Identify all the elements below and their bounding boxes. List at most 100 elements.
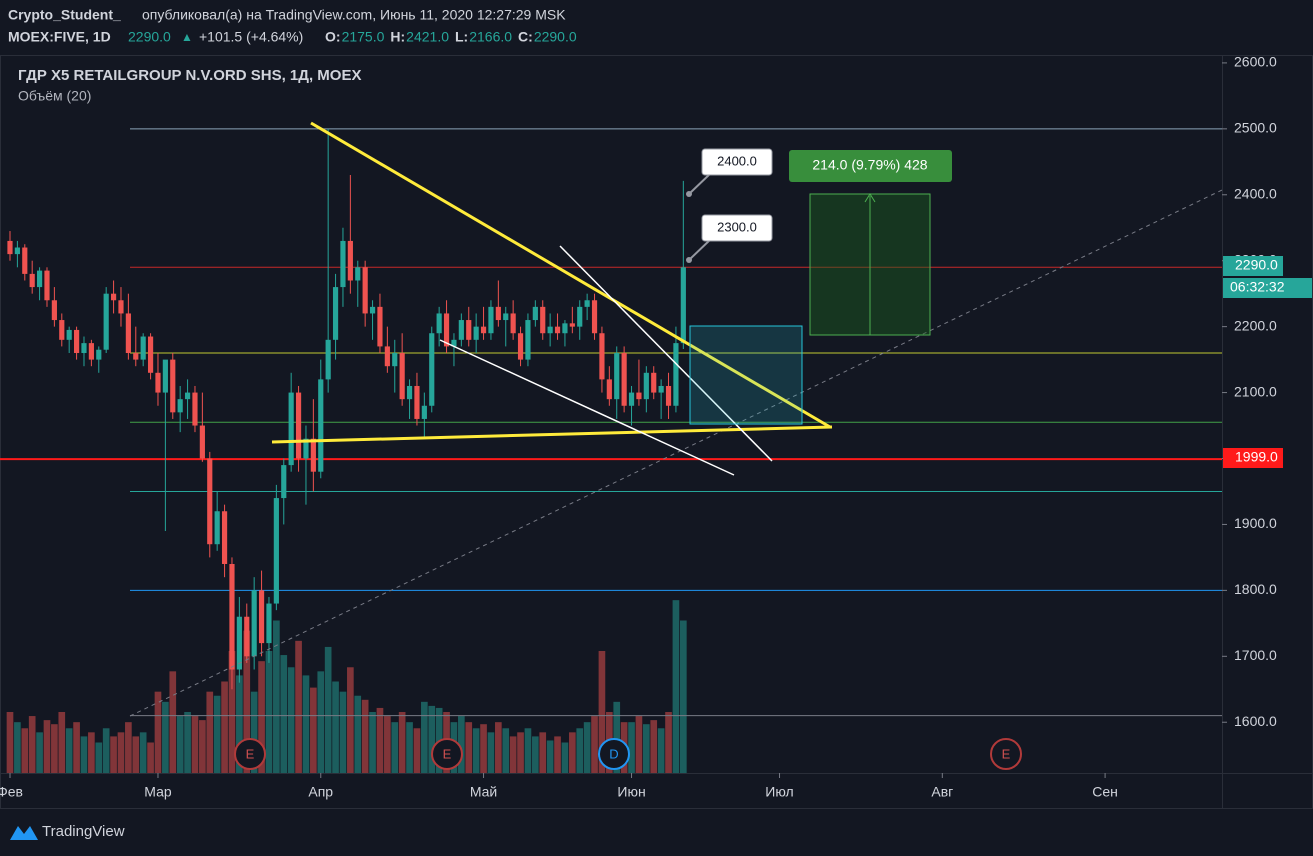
event-marker <box>990 738 1022 770</box>
candle-body <box>51 300 57 321</box>
candle-body <box>443 313 450 347</box>
candle-body <box>273 498 279 604</box>
volume-bar <box>583 722 591 773</box>
volume-bar <box>88 732 95 773</box>
volume-bar <box>665 712 672 773</box>
candle-body <box>244 616 250 657</box>
callout-leader <box>688 171 713 195</box>
callout-dot <box>686 257 692 263</box>
yellow-trend-lower <box>271 425 833 444</box>
volume-bar <box>80 736 88 773</box>
volume-bar <box>243 630 251 773</box>
volume-bar <box>95 742 103 773</box>
candle-body <box>332 287 339 340</box>
candle-body <box>540 306 546 334</box>
ohlc-key: O: <box>325 29 341 45</box>
volume-bar <box>14 722 21 773</box>
volume-bar <box>532 736 539 773</box>
volume-bar <box>406 722 413 773</box>
volume-bar <box>295 640 302 773</box>
candle-body <box>651 372 657 393</box>
volume-bar <box>495 722 502 773</box>
ohlc-value: 2421.0 <box>406 29 449 45</box>
candle-body <box>310 438 316 472</box>
support-badge: 1999.0 <box>1235 449 1278 465</box>
candle-body <box>214 511 220 545</box>
candle-body <box>362 267 368 314</box>
ohlc-value: 2166.0 <box>469 29 512 45</box>
volume-bar <box>317 671 325 773</box>
candle-body <box>606 379 612 400</box>
y-tick-label: 2200.0 <box>1234 317 1277 333</box>
event-marker <box>598 738 630 770</box>
volume-bar <box>517 732 524 773</box>
volume-bar <box>213 695 221 773</box>
volume-bar <box>65 728 73 773</box>
candle-body <box>340 240 346 288</box>
volume-bar <box>546 740 554 773</box>
candle-body <box>14 247 20 255</box>
candle-body <box>288 392 294 466</box>
yellow-trend-upper <box>310 121 831 429</box>
volume-bar <box>117 732 125 773</box>
candle-body <box>59 320 65 340</box>
candle-body <box>377 306 383 347</box>
candle-body <box>147 336 154 373</box>
x-tick-label: Май <box>470 784 497 800</box>
ohlc-value: 2290.0 <box>534 29 577 45</box>
candle-body <box>451 339 457 347</box>
volume-bar <box>347 667 354 773</box>
candle-body <box>347 240 353 281</box>
x-tick-label: Авг <box>931 784 953 800</box>
candle-body <box>495 306 501 321</box>
volume-bar <box>391 722 399 773</box>
volume-bar <box>184 712 191 773</box>
volume-bar <box>561 742 569 773</box>
y-tick-label: 1900.0 <box>1234 515 1277 531</box>
callout-box <box>701 148 773 176</box>
event-label: E <box>1002 746 1011 761</box>
ohlc-value: 2175.0 <box>342 29 385 45</box>
volume-bar <box>539 732 547 773</box>
candle-body <box>66 329 72 340</box>
candle-body <box>236 616 242 670</box>
volume-bar <box>58 712 66 773</box>
candle-body <box>429 333 435 406</box>
candle-body <box>192 392 198 426</box>
volume-bar <box>384 716 391 773</box>
candle-body <box>207 458 213 545</box>
candle-body <box>133 353 139 360</box>
candle-body <box>488 306 494 334</box>
volume-bar <box>221 681 228 773</box>
event-label: E <box>246 746 255 761</box>
volume-bar <box>228 651 236 773</box>
candle-body <box>399 353 405 400</box>
volume-bar <box>6 712 14 773</box>
volume-bar <box>465 722 473 773</box>
volume-bar <box>502 728 510 773</box>
y-tick-label: 2400.0 <box>1234 185 1277 201</box>
volume-bar <box>524 728 532 773</box>
volume-bar <box>21 728 29 773</box>
callout-low: 2300.0 <box>717 219 757 234</box>
target-label-bg <box>789 150 952 182</box>
y-tick-label: 2100.0 <box>1234 383 1277 399</box>
volume-bar <box>280 655 288 773</box>
volume-bar <box>643 724 650 773</box>
candle-body <box>36 270 43 288</box>
volume-bar <box>598 651 606 773</box>
volume-bar <box>236 675 243 773</box>
volume-bar <box>110 736 117 773</box>
volume-bar <box>132 736 140 773</box>
candle-body <box>466 320 472 340</box>
candle-body <box>473 326 479 340</box>
volume-bar <box>487 732 495 773</box>
volume-bar <box>258 661 265 773</box>
logo <box>10 826 38 840</box>
candle-body <box>96 349 102 360</box>
candle-body <box>251 590 257 657</box>
callout-high: 2400.0 <box>717 153 757 168</box>
volume-bar <box>554 736 561 773</box>
event-marker <box>431 738 463 770</box>
candle-body <box>665 385 672 406</box>
